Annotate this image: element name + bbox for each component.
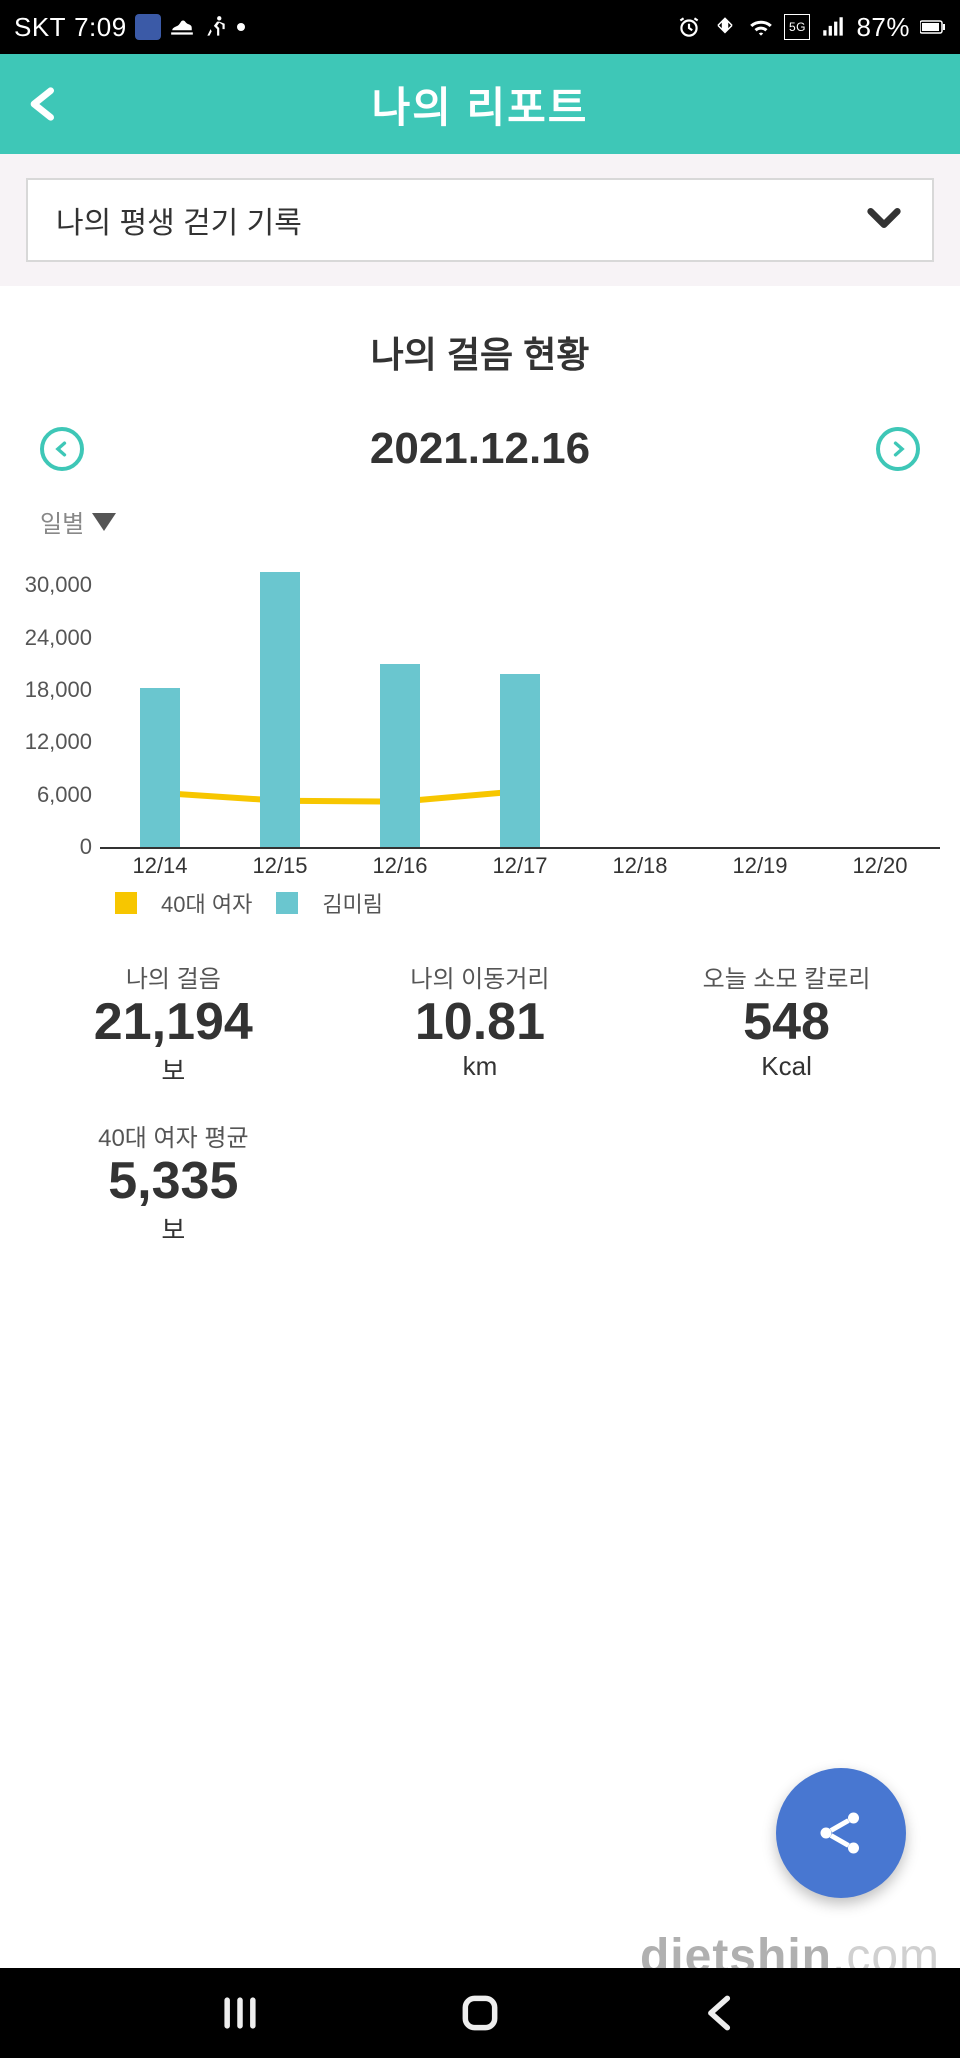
x-tick-label: 12/14: [132, 853, 187, 879]
dropdown-section: 나의 평생 걷기 기록: [0, 154, 960, 286]
stat-unit: Kcal: [633, 1051, 940, 1082]
y-tick-label: 6,000: [37, 782, 92, 808]
stat-label: 40대 여자 평균: [20, 1118, 327, 1153]
clock-label: 7:09: [74, 12, 127, 43]
legend-swatch-b: [276, 892, 298, 914]
chart-bar: [140, 688, 180, 847]
current-date: 2021.12.16: [370, 424, 590, 474]
x-tick-label: 12/19: [732, 853, 787, 879]
android-navbar: [0, 1968, 960, 2058]
title-bar: 나의 리포트: [0, 54, 960, 154]
stat-label: 나의 이동거리: [327, 959, 634, 994]
stat-value: 21,194: [20, 994, 327, 1051]
steps-chart: 06,00012,00018,00024,00030,000 12/1412/1…: [0, 559, 960, 879]
legend-swatch-a: [115, 892, 137, 914]
recent-apps-button[interactable]: [210, 1983, 270, 2043]
y-tick-label: 18,000: [25, 677, 92, 703]
stat-value: 10.81: [327, 994, 634, 1051]
chart-legend: 40대 여자 김미림: [115, 887, 960, 919]
prev-date-button[interactable]: [40, 427, 84, 471]
vibrate-icon: [712, 14, 738, 40]
legend-label-a: 40대 여자: [161, 887, 252, 919]
stat-label: 나의 걸음: [20, 959, 327, 994]
chart-bar: [500, 674, 540, 847]
main-content: 나의 걸음 현황 2021.12.16 일별 0 6,000 12,000 18,00…: [0, 286, 960, 1277]
chart-bar: [260, 572, 300, 847]
share-fab[interactable]: [776, 1768, 906, 1898]
chevron-down-icon: [864, 198, 904, 243]
chart-plot-area: [100, 559, 940, 849]
x-tick-label: 12/15: [252, 853, 307, 879]
back-nav-button[interactable]: [690, 1983, 750, 2043]
page-title: 나의 리포트: [372, 74, 589, 135]
x-tick-label: 12/17: [492, 853, 547, 879]
share-icon: [811, 1803, 871, 1863]
dropdown-label: 나의 평생 걷기 기록: [56, 198, 302, 242]
y-tick-label: 24,000: [25, 625, 92, 651]
status-bar: SKT 7:09 5G 87%: [0, 0, 960, 54]
y-axis-labels: 06,00012,00018,00024,00030,000: [0, 559, 100, 849]
network-5g-icon: 5G: [784, 14, 810, 40]
stat-avg: 40대 여자 평균 5,335 보: [20, 1118, 327, 1247]
back-button[interactable]: [22, 82, 66, 126]
wifi-icon: [748, 14, 774, 40]
home-button[interactable]: [450, 1983, 510, 2043]
record-type-dropdown[interactable]: 나의 평생 걷기 기록: [26, 178, 934, 262]
stat-label: 오늘 소모 칼로리: [633, 959, 940, 994]
stat-unit: km: [327, 1051, 634, 1082]
battery-pct-label: 87%: [856, 12, 910, 43]
stat-unit: 보: [20, 1210, 327, 1247]
shoe-icon: [169, 14, 195, 40]
granularity-selector[interactable]: 일별: [40, 504, 960, 539]
chart-line: [160, 791, 520, 801]
section-title: 나의 걸음 현황: [0, 326, 960, 378]
x-tick-label: 12/18: [612, 853, 667, 879]
triangle-down-icon: [92, 513, 116, 531]
legend-label-b: 김미림: [322, 887, 383, 919]
alarm-icon: [676, 14, 702, 40]
stat-calories: 오늘 소모 칼로리 548 Kcal: [633, 959, 940, 1088]
more-dot-icon: [237, 23, 245, 31]
app-badge-icon: [135, 14, 161, 40]
carrier-label: SKT: [14, 12, 66, 43]
runner-icon: [203, 14, 229, 40]
stat-value: 5,335: [20, 1153, 327, 1210]
stat-steps: 나의 걸음 21,194 보: [20, 959, 327, 1088]
y-tick-label: 30,000: [25, 572, 92, 598]
y-tick-label: 0: [80, 834, 92, 860]
battery-icon: [920, 14, 946, 40]
chart-bar: [380, 664, 420, 847]
x-tick-label: 12/16: [372, 853, 427, 879]
stat-distance: 나의 이동거리 10.81 km: [327, 959, 634, 1088]
next-date-button[interactable]: [876, 427, 920, 471]
stat-unit: 보: [20, 1051, 327, 1088]
signal-icon: [820, 14, 846, 40]
x-tick-label: 12/20: [852, 853, 907, 879]
x-axis-labels: 12/14 12/15 12/16 12/17 12/18 12/19 12/20: [100, 849, 940, 879]
granularity-label: 일별: [40, 504, 84, 539]
y-tick-label: 12,000: [25, 729, 92, 755]
stat-value: 548: [633, 994, 940, 1051]
stats-grid: 나의 걸음 21,194 보 나의 이동거리 10.81 km 오늘 소모 칼로…: [0, 959, 960, 1277]
